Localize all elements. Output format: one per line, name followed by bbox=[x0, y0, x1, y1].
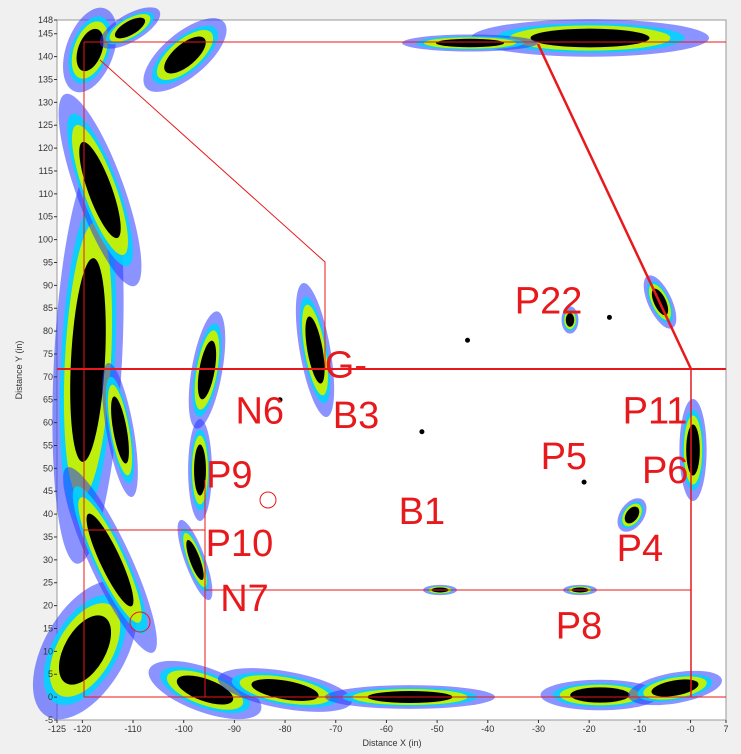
y-tick-label: 55 bbox=[43, 440, 53, 450]
y-tick-label: 85 bbox=[43, 303, 53, 313]
blob bbox=[436, 39, 504, 48]
annotation: P4 bbox=[617, 528, 663, 570]
annotation: P5 bbox=[541, 436, 587, 478]
x-tick-label: -125 bbox=[48, 724, 66, 734]
x-tick-label: -90 bbox=[228, 724, 241, 734]
y-tick-label: 0 bbox=[48, 692, 53, 702]
y-tick-label: 65 bbox=[43, 395, 53, 405]
y-tick-label: 135 bbox=[38, 74, 53, 84]
y-tick-label: 145 bbox=[38, 29, 53, 39]
x-tick-label: -80 bbox=[279, 724, 292, 734]
y-tick-label: 90 bbox=[43, 280, 53, 290]
annotation: N6 bbox=[235, 390, 284, 432]
point bbox=[465, 338, 470, 343]
x-tick-label: -120 bbox=[73, 724, 91, 734]
y-tick-label: 80 bbox=[43, 326, 53, 336]
y-tick-label: 60 bbox=[43, 418, 53, 428]
y-tick-label: 130 bbox=[38, 97, 53, 107]
annotation: P9 bbox=[206, 455, 252, 497]
y-tick-label: 50 bbox=[43, 463, 53, 473]
y-tick-label: 25 bbox=[43, 578, 53, 588]
x-tick-label: -100 bbox=[175, 724, 193, 734]
chart: -505101520253035404550556065707580859095… bbox=[0, 0, 741, 754]
y-tick-label: 105 bbox=[38, 212, 53, 222]
point bbox=[582, 480, 587, 485]
x-tick-label: -0 bbox=[687, 724, 695, 734]
y-tick-label: 125 bbox=[38, 120, 53, 130]
x-tick-label: -10 bbox=[633, 724, 646, 734]
annotation: B3 bbox=[333, 395, 379, 437]
y-tick-label: 15 bbox=[43, 623, 53, 633]
y-tick-label: 5 bbox=[48, 669, 53, 679]
y-tick-label: 30 bbox=[43, 555, 53, 565]
y-tick-label: 115 bbox=[39, 166, 53, 176]
x-tick-label: -60 bbox=[380, 724, 393, 734]
annotation: N7 bbox=[220, 578, 269, 620]
x-tick-label: -40 bbox=[481, 724, 494, 734]
annotation: P22 bbox=[515, 281, 583, 323]
y-axis-title: Distance Y (in) bbox=[14, 341, 24, 400]
y-tick-label: 70 bbox=[43, 372, 53, 382]
y-tick-label: 100 bbox=[38, 235, 53, 245]
x-tick-label: -70 bbox=[329, 724, 342, 734]
y-tick-label: 40 bbox=[43, 509, 53, 519]
x-tick-label: -110 bbox=[124, 724, 141, 734]
annotation: B1 bbox=[399, 491, 445, 533]
x-tick-label: -30 bbox=[532, 724, 545, 734]
x-tick-label: -20 bbox=[583, 724, 596, 734]
annotation: P10 bbox=[206, 523, 274, 565]
annotation: P8 bbox=[556, 606, 602, 648]
y-tick-label: 35 bbox=[43, 532, 53, 542]
y-tick-label: 20 bbox=[43, 601, 53, 611]
y-tick-label: 10 bbox=[43, 646, 53, 656]
y-tick-label: 148 bbox=[38, 15, 53, 25]
y-tick-label: 110 bbox=[39, 189, 53, 199]
y-tick-label: 120 bbox=[38, 143, 53, 153]
annotation: P6 bbox=[642, 450, 688, 492]
point bbox=[419, 429, 424, 434]
blob bbox=[570, 687, 630, 702]
blob bbox=[194, 445, 206, 496]
y-tick-label: 140 bbox=[38, 52, 53, 62]
y-tick-label: 95 bbox=[43, 257, 53, 267]
y-tick-label: 75 bbox=[43, 349, 53, 359]
y-tick-label: 45 bbox=[43, 486, 53, 496]
x-axis-title: Distance X (in) bbox=[362, 738, 421, 748]
annotation: P11 bbox=[623, 390, 688, 432]
blob bbox=[531, 29, 650, 48]
x-tick-label: -50 bbox=[431, 724, 444, 734]
point bbox=[607, 315, 612, 320]
annotation: G- bbox=[325, 345, 367, 387]
x-tick-label: 7 bbox=[723, 724, 728, 734]
